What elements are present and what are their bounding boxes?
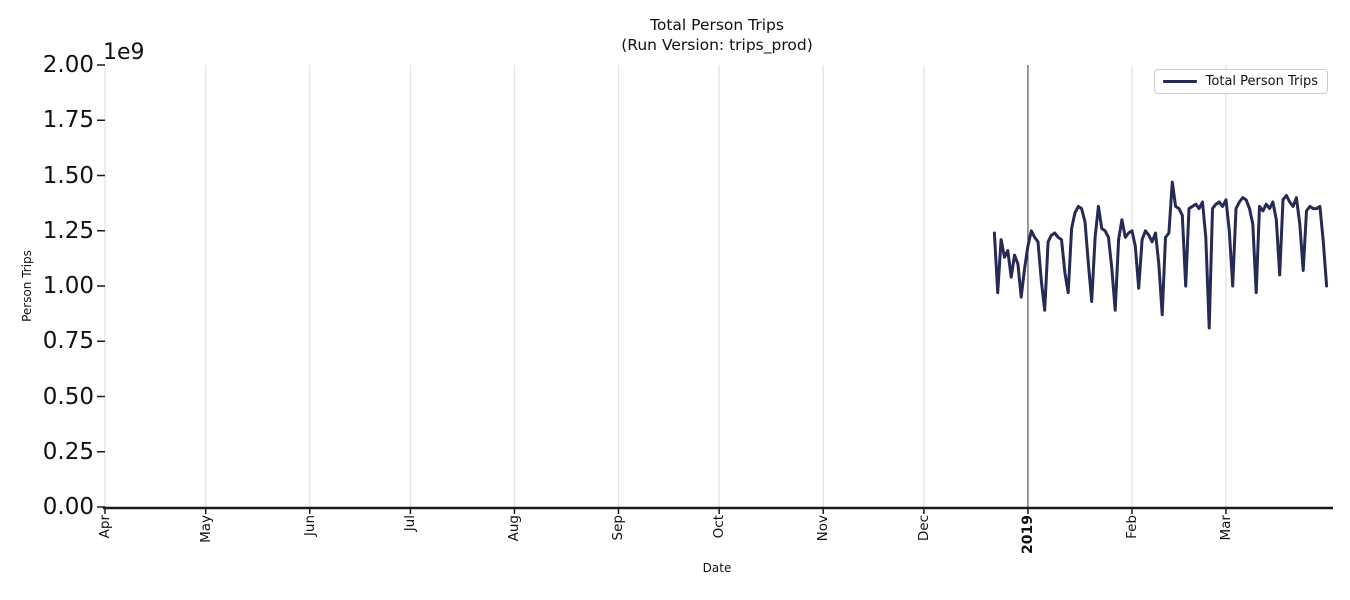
- y-tick-label-0.50: 0.50: [42, 383, 94, 410]
- y-tick-label-1.25: 1.25: [42, 217, 94, 244]
- y-tick-label-0.00: 0.00: [42, 494, 94, 520]
- x-tick-label-aug: Aug: [506, 515, 523, 542]
- chart-title: Total Person Trips: [650, 16, 784, 34]
- x-tick-label-apr: Apr: [97, 515, 113, 539]
- y-tick-label-2.00: 2.00: [42, 52, 94, 78]
- legend-label: Total Person Trips: [1205, 74, 1318, 89]
- x-tick-label-nov: Nov: [815, 515, 832, 542]
- y-axis-scale-offset-label: 1e9: [103, 40, 145, 65]
- x-tick-label-2019: 2019: [1019, 515, 1036, 554]
- x-tick-label-oct: Oct: [711, 515, 728, 539]
- series-line-total-person-trips: [992, 180, 1329, 330]
- legend: Total Person Trips: [1153, 69, 1328, 94]
- legend-line-swatch: [1162, 80, 1197, 83]
- x-tick-label-jun: Jun: [301, 515, 318, 537]
- x-tick-label-dec: Dec: [915, 515, 932, 542]
- x-tick-label-mar: Mar: [1217, 515, 1234, 541]
- x-tick-label-jul: Jul: [402, 515, 419, 532]
- x-tick-label-feb: Feb: [1123, 515, 1140, 539]
- y-tick-label-1.00: 1.00: [42, 273, 94, 299]
- x-tick-label-may: May: [197, 515, 214, 543]
- y-tick-label-0.25: 0.25: [42, 438, 94, 465]
- y-tick-label-0.75: 0.75: [42, 328, 94, 355]
- x-axis-label: Date: [702, 561, 732, 575]
- x-tick-label-sep: Sep: [610, 515, 627, 541]
- y-tick-label-1.75: 1.75: [42, 107, 94, 134]
- y-tick-label-1.50: 1.50: [42, 162, 94, 189]
- chart-subtitle: (Run Version: trips_prod): [621, 36, 813, 54]
- chart-title-block: Total Person Trips (Run Version: trips_p…: [621, 15, 813, 55]
